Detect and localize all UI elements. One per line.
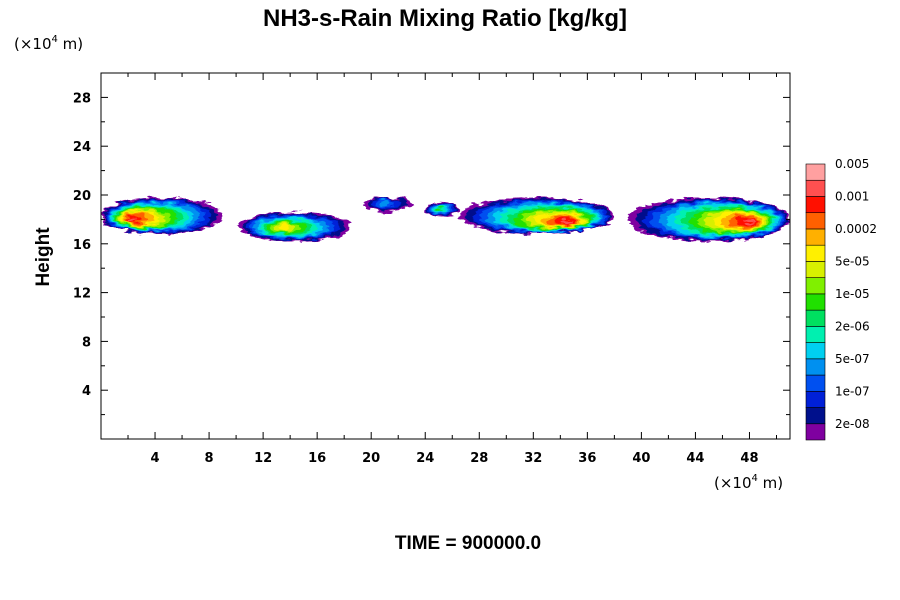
y-tick-label: 20 (73, 189, 91, 204)
colorbar-swatch (805, 163, 826, 181)
colorbar-swatch (805, 293, 826, 311)
colorbar-label: 0.001 (835, 189, 869, 203)
colorbar-swatch (805, 358, 826, 376)
contour-level (436, 208, 441, 212)
x-unit-label: (×104 m) (714, 473, 783, 492)
contour-level (379, 200, 391, 205)
x-tick-label: 36 (578, 451, 596, 466)
y-tick-label: 8 (82, 335, 91, 350)
y-tick-label: 24 (73, 140, 91, 155)
y-tick-label: 4 (82, 384, 91, 399)
x-tick-label: 48 (740, 451, 758, 466)
x-tick-label: 24 (416, 451, 434, 466)
colorbar-label: 1e-07 (835, 384, 870, 398)
colorbar-swatch (805, 390, 826, 408)
x-tick-label: 28 (470, 451, 488, 466)
colorbar-label: 5e-05 (835, 254, 870, 268)
colorbar-swatch (805, 407, 826, 425)
colorbar-label: 1e-05 (835, 287, 870, 301)
contour-level (743, 219, 756, 225)
colorbar-label: 5e-07 (835, 352, 870, 366)
colorbar-swatch (805, 423, 826, 441)
x-tick-label: 16 (308, 451, 326, 466)
colorbar-swatch (805, 342, 826, 360)
x-tick-label: 32 (524, 451, 542, 466)
y-tick-label: 28 (73, 91, 91, 106)
colorbar-swatch (805, 326, 826, 343)
contour-level (277, 225, 289, 231)
contour-level (561, 219, 573, 225)
cloud-region (101, 197, 223, 235)
y-tick-label: 16 (73, 238, 91, 253)
plot-background (101, 73, 790, 439)
x-tick-label: 44 (686, 451, 704, 466)
colorbar-swatch (805, 179, 826, 197)
colorbar-label: 0.0002 (835, 222, 877, 236)
x-tick-label: 20 (362, 451, 380, 466)
x-tick-label: 12 (254, 451, 272, 466)
chart-title: NH3-s-Rain Mixing Ratio [kg/kg] (263, 5, 627, 32)
y-tick-label: 12 (73, 287, 91, 302)
colorbar-swatch (805, 228, 826, 246)
x-tick-label: 40 (632, 451, 650, 466)
colorbar-swatch (805, 196, 826, 214)
time-label: TIME = 900000.0 (395, 533, 541, 554)
plot-frame (100, 72, 791, 440)
colorbar-swatch (805, 374, 826, 392)
cloud-region (364, 197, 412, 213)
colorbar-swatch (805, 261, 826, 278)
colorbar-label: 0.005 (835, 157, 869, 171)
cloud-region (238, 212, 351, 242)
contour-level (127, 217, 137, 222)
cloud-region (425, 202, 460, 217)
x-tick-label: 4 (151, 451, 160, 466)
y-unit-label: (×104 m) (14, 34, 83, 53)
colorbar-swatch (805, 277, 826, 295)
cloud-region (627, 197, 790, 242)
colorbar-label: 2e-06 (835, 319, 870, 333)
colorbar: 2e-08 1e-07 5e-07 2e-06 1e-05 5e-05 0.0002 0.00… (805, 157, 877, 441)
colorbar-swatch (805, 309, 826, 327)
cloud-region (459, 197, 615, 235)
colorbar-swatch (805, 212, 826, 230)
colorbar-swatch (805, 244, 826, 262)
y-axis-label: Height (33, 227, 54, 287)
x-tick-label: 8 (205, 451, 214, 466)
colorbar-label: 2e-08 (835, 417, 870, 431)
